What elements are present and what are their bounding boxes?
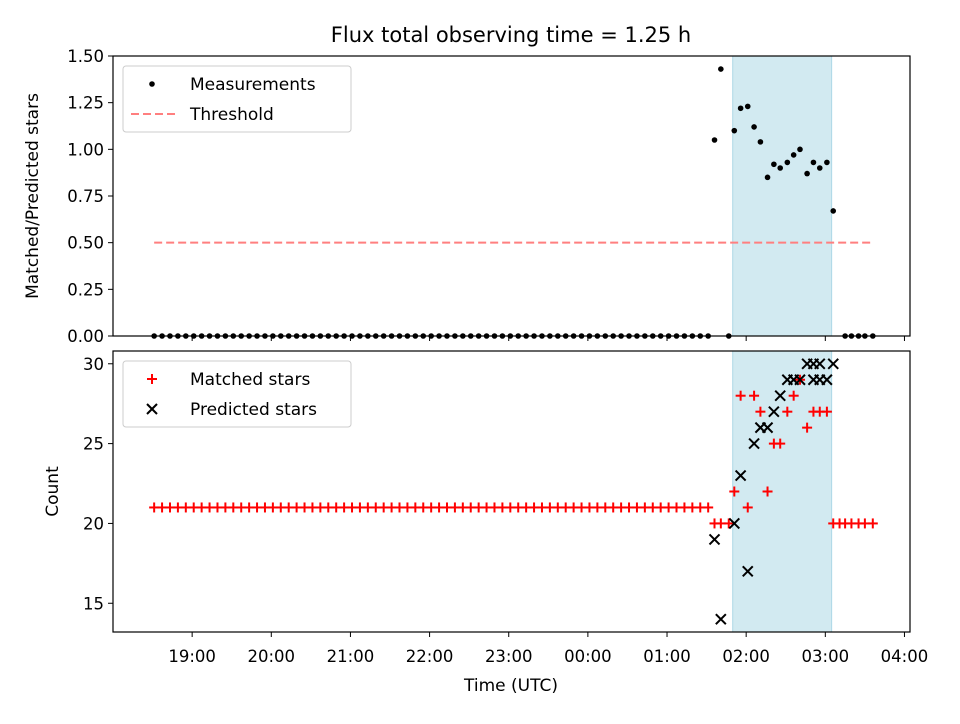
measurement-point [810,159,817,166]
measurement-point [771,161,777,168]
measurement-point [830,208,837,214]
matched-star-point [749,390,760,401]
measurement-point [757,139,764,145]
x-tick-label: 20:00 [248,647,296,666]
y-tick-label: 0.00 [67,327,104,346]
y-tick-label: 0.50 [67,234,104,253]
predicted-star-point [794,374,806,386]
legend-label: Predicted stars [190,400,317,420]
y-tick-label: 0.75 [67,187,104,206]
matched-star-point [723,518,734,529]
y-tick-label: 25 [83,435,104,454]
measurement-point [764,174,771,181]
y-tick-label: 15 [83,594,104,613]
matched-star-point [742,502,753,513]
chart-title: Flux total observing time = 1.25 h [331,23,691,47]
matched-star-point [867,518,878,529]
legend-marker-measurements [149,81,155,87]
matched-star-point [788,390,799,401]
measurement-point [731,127,738,134]
matched-star-point [775,438,786,449]
matched-star-point [703,502,714,513]
measurement-point [797,146,803,153]
x-tick-label: 21:00 [327,647,375,666]
x-tick-label: 02:00 [722,647,770,666]
y-axis-label: Count [43,466,63,517]
matched-star-point [821,406,832,417]
matched-star-point [755,406,766,417]
measurement-point [777,165,784,171]
series-measurements [151,66,876,339]
y-axis-label: Matched/Predicted stars [23,93,43,299]
count-axes-frame [112,350,911,633]
y-tick-label: 1.50 [67,47,104,66]
legend-marker-predicted [146,403,158,415]
legend-label: Matched stars [190,370,310,390]
ratio-panel: 0.00 0.25 0.50 0.75 1.00 1.25 1.50 Matched/Pred… [23,47,911,346]
x-tick-label: 22:00 [406,647,454,666]
count-panel: 15 20 25 30 19:00 20:00 21:00 22:00 23:00 00:00 01… [43,350,929,666]
matched-star-point [782,406,793,417]
count-legend: Matched stars Predicted stars [122,360,352,428]
predicted-star-point [728,517,741,530]
predicted-star-point [827,358,839,370]
x-tick-label: 00:00 [564,647,612,666]
x-tick-label: 23:00 [485,647,533,666]
predicted-star-point [814,358,826,370]
ratio-legend: Measurements Threshold [122,65,352,133]
matched-star-point [762,486,773,497]
legend-marker-matched [147,374,157,384]
measurement-point [744,103,751,110]
legend-label: Threshold [189,105,274,125]
y-tick-label: 30 [83,355,104,374]
legend-label: Measurements [190,75,316,95]
x-tick-label: 01:00 [643,647,691,666]
predicted-star-point [742,565,754,578]
legend-box [122,65,352,133]
measurement-point [790,152,797,158]
measurement-point [816,165,823,171]
predicted-star-point [708,533,721,546]
ratio-observing-span [732,55,833,337]
matched-star-point [729,486,740,497]
measurement-point [718,66,724,72]
y-tick-label: 1.25 [67,94,104,113]
measurement-point [737,105,744,112]
predicted-star-point [748,437,760,450]
series-predicted-stars [708,358,839,625]
x-axis-label: Time (UTC) [463,676,558,696]
y-tick-label: 1.00 [67,140,104,159]
matched-star-point [802,422,813,433]
x-tick-label: 03:00 [802,647,850,666]
predicted-star-point [814,374,826,386]
measurement-point [824,159,830,166]
y-tick-label: 20 [83,514,104,533]
matched-star-point [735,390,746,401]
measurement-point [784,159,791,166]
y-tick-label: 0.25 [67,280,104,299]
x-tick-label: 19:00 [168,647,216,666]
predicted-star-point [761,421,774,434]
x-tick-label: 04:00 [881,647,929,666]
series-matched-stars [149,374,878,529]
measurement-point [751,124,757,130]
predicted-star-point [774,389,786,402]
predicted-star-point [734,469,747,482]
legend-box [122,360,352,428]
measurement-point [711,137,718,143]
measurement-point [804,170,810,177]
predicted-star-point [768,405,780,418]
predicted-star-point [715,613,727,625]
